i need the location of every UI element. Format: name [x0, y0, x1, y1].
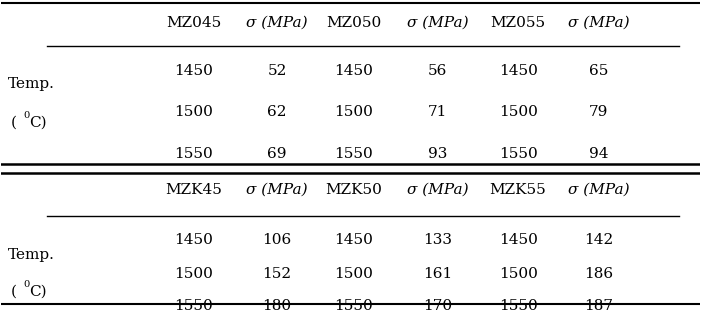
Text: 1550: 1550 [174, 299, 213, 313]
Text: MZK45: MZK45 [165, 183, 222, 197]
Text: 52: 52 [268, 64, 287, 78]
Text: 1500: 1500 [334, 106, 374, 119]
Text: (: ( [11, 285, 16, 299]
Text: 1500: 1500 [174, 267, 213, 281]
Text: MZK50: MZK50 [325, 183, 383, 197]
Text: MZ055: MZ055 [491, 16, 545, 30]
Text: Temp.: Temp. [8, 77, 55, 90]
Text: σ (MPa): σ (MPa) [568, 183, 629, 197]
Text: 1500: 1500 [498, 106, 538, 119]
Text: 1450: 1450 [498, 233, 538, 247]
Text: 1500: 1500 [498, 267, 538, 281]
Text: 170: 170 [423, 299, 452, 313]
Text: 65: 65 [589, 64, 608, 78]
Text: 0: 0 [24, 280, 30, 289]
Text: 133: 133 [423, 233, 452, 247]
Text: σ (MPa): σ (MPa) [568, 16, 629, 30]
Text: 1550: 1550 [334, 147, 374, 160]
Text: 1500: 1500 [174, 106, 213, 119]
Text: 0: 0 [24, 111, 30, 120]
Text: 1450: 1450 [498, 64, 538, 78]
Text: Temp.: Temp. [8, 248, 55, 263]
Text: σ (MPa): σ (MPa) [407, 183, 468, 197]
Text: 1450: 1450 [174, 233, 213, 247]
Text: MZ045: MZ045 [165, 16, 221, 30]
Text: 187: 187 [584, 299, 613, 313]
Text: 1500: 1500 [334, 267, 374, 281]
Text: σ (MPa): σ (MPa) [246, 183, 308, 197]
Text: σ (MPa): σ (MPa) [246, 16, 308, 30]
Text: 1450: 1450 [334, 64, 374, 78]
Text: 1550: 1550 [334, 299, 374, 313]
Text: C): C) [29, 116, 47, 130]
Text: 71: 71 [428, 106, 447, 119]
Text: (: ( [11, 116, 16, 130]
Text: 142: 142 [584, 233, 613, 247]
Text: 1450: 1450 [334, 233, 374, 247]
Text: 69: 69 [268, 147, 287, 160]
Text: 62: 62 [268, 106, 287, 119]
Text: 186: 186 [584, 267, 613, 281]
Text: 1550: 1550 [174, 147, 213, 160]
Text: C): C) [29, 285, 47, 299]
Text: 106: 106 [263, 233, 292, 247]
Text: MZ050: MZ050 [327, 16, 381, 30]
Text: 1450: 1450 [174, 64, 213, 78]
Text: 94: 94 [589, 147, 608, 160]
Text: 1550: 1550 [498, 299, 538, 313]
Text: 180: 180 [263, 299, 292, 313]
Text: σ (MPa): σ (MPa) [407, 16, 468, 30]
Text: MZK55: MZK55 [490, 183, 547, 197]
Text: 161: 161 [423, 267, 452, 281]
Text: 79: 79 [589, 106, 608, 119]
Text: 1550: 1550 [498, 147, 538, 160]
Text: 93: 93 [428, 147, 447, 160]
Text: 152: 152 [263, 267, 292, 281]
Text: 56: 56 [428, 64, 447, 78]
